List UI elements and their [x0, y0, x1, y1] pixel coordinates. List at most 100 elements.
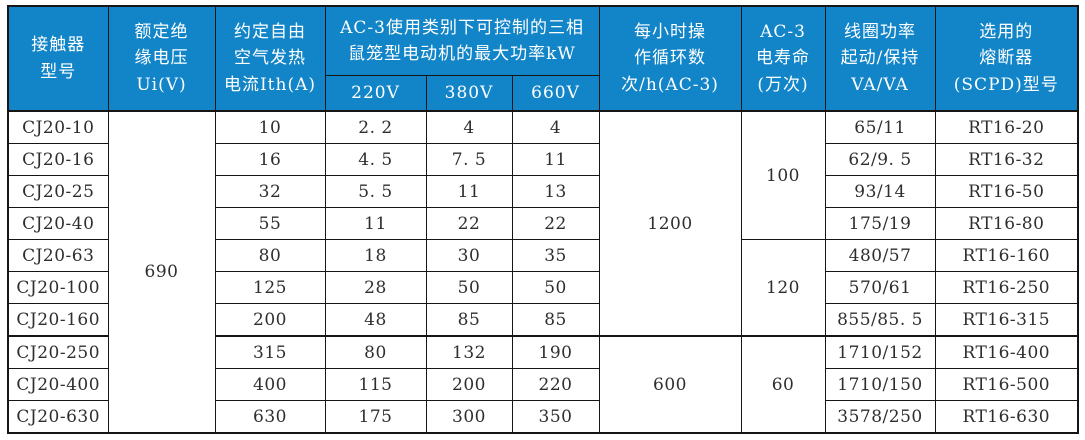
p220-cell: 18	[324, 239, 427, 272]
fuse-cell: RT16-400	[934, 335, 1079, 369]
header-cycles-line1: 每小时操	[634, 21, 707, 42]
p220-cell: 11	[324, 207, 427, 240]
ith-cell: 80	[214, 239, 326, 272]
ith-cell: 315	[214, 335, 326, 369]
p380-cell: 200	[425, 368, 513, 401]
p380-cell: 4	[425, 110, 513, 144]
header-ith-line1: 约定自由	[234, 21, 306, 42]
fuse-cell: RT16-80	[934, 207, 1079, 240]
header-power-line1: AC-3使用类别下可控制的三相	[340, 17, 584, 38]
ith-cell: 16	[214, 143, 326, 176]
table-row: CJ20-630 630 175 300 350 3578/250 RT16-6…	[7, 400, 1079, 434]
header-ui-line3: Ui(V)	[136, 74, 187, 95]
header-power-line2: 鼠笼型电动机的最大功率kW	[348, 44, 576, 64]
header-coil-line3: VA/VA	[851, 74, 909, 95]
table-row: CJ20-250 315 80 132 190 600 60 1710/152 …	[7, 335, 1079, 434]
header-cycles-line2: 作循环数	[634, 48, 707, 69]
model-cell: CJ20-250	[7, 335, 109, 369]
fuse-cell: RT16-630	[934, 400, 1079, 434]
p220-cell: 80	[324, 335, 427, 369]
table-row: CJ20-100 125 28 50 50 570/61 RT16-250	[7, 271, 1079, 304]
table-header: 接触器 型号 额定绝 缘电压 Ui(V) 约定自由 空气发热 电流Ith(A) …	[7, 5, 1079, 112]
header-fuse: 选用的 熔断器 (SCPD)型号	[934, 5, 1079, 112]
fuse-cell: RT16-315	[934, 303, 1079, 337]
p380-cell: 22	[425, 207, 513, 240]
header-ui-line1: 额定绝	[134, 21, 189, 42]
header-life-line1: AC-3	[760, 21, 806, 42]
header-fuse-line1: 选用的	[979, 21, 1034, 42]
model-cell: CJ20-160	[7, 303, 109, 337]
fuse-cell: RT16-50	[934, 175, 1079, 208]
header-380v: 380V	[425, 75, 513, 112]
p660-cell: 22	[511, 207, 600, 240]
header-model-line2: 型号	[40, 61, 77, 82]
header-ith: 约定自由 空气发热 电流Ith(A)	[214, 5, 326, 112]
model-cell: CJ20-25	[7, 175, 109, 208]
header-cycles: 每小时操 作循环数 次/h(AC-3)	[598, 5, 742, 112]
cycles-merged-cell: 1200	[598, 110, 742, 337]
table-row: CJ20-10 690 10 2. 2 4 4 1200 100 65/11 R…	[7, 110, 1079, 434]
p220-cell: 4. 5	[324, 143, 427, 176]
p660-cell: 220	[511, 368, 600, 401]
ith-cell: 32	[214, 175, 326, 208]
ith-cell: 400	[214, 368, 326, 401]
header-model-line1: 接触器	[31, 35, 86, 56]
header-ui-line2: 缘电压	[134, 48, 189, 69]
p380-cell: 11	[425, 175, 513, 208]
header-fuse-line2: 熔断器	[979, 48, 1034, 69]
table-row: CJ20-16 16 4. 5 7. 5 11 62/9. 5 RT16-32	[7, 143, 1079, 176]
table-row: CJ20-63 80 18 30 35 120 480/57 RT16-160	[7, 239, 1079, 337]
header-coil-line1: 线圈功率	[844, 21, 917, 42]
coil-cell: 570/61	[824, 271, 936, 304]
coil-cell: 1710/150	[824, 368, 936, 401]
p220-cell: 2. 2	[324, 110, 427, 144]
p660-cell: 190	[511, 335, 600, 369]
p660-cell: 13	[511, 175, 600, 208]
header-life: AC-3 电寿命 (万次)	[740, 5, 826, 112]
coil-cell: 855/85. 5	[824, 303, 936, 337]
table-row: CJ20-25 32 5. 5 11 13 93/14 RT16-50	[7, 175, 1079, 208]
p380-cell: 85	[425, 303, 513, 337]
header-fuse-line3: (SCPD)型号	[953, 74, 1059, 95]
table-row: CJ20-400 400 115 200 220 1710/150 RT16-5…	[7, 368, 1079, 401]
coil-cell: 175/19	[824, 207, 936, 240]
model-cell: CJ20-16	[7, 143, 109, 176]
header-ith-line3: 电流Ith(A)	[223, 74, 317, 95]
ith-cell: 630	[214, 400, 326, 434]
table-row: CJ20-40 55 11 22 22 175/19 RT16-80	[7, 207, 1079, 240]
life-merged-cell: 100	[740, 110, 826, 240]
p380-cell: 30	[425, 239, 513, 272]
model-cell: CJ20-630	[7, 400, 109, 434]
header-220v: 220V	[324, 75, 427, 112]
model-cell: CJ20-40	[7, 207, 109, 240]
p380-cell: 7. 5	[425, 143, 513, 176]
p220-cell: 115	[324, 368, 427, 401]
fuse-cell: RT16-32	[934, 143, 1079, 176]
header-ith-line2: 空气发热	[234, 48, 306, 69]
ith-cell: 125	[214, 271, 326, 304]
model-cell: CJ20-63	[7, 239, 109, 272]
header-ui: 额定绝 缘电压 Ui(V)	[107, 5, 216, 112]
p660-cell: 35	[511, 239, 600, 272]
p380-cell: 300	[425, 400, 513, 434]
p220-cell: 5. 5	[324, 175, 427, 208]
header-model: 接触器 型号	[7, 5, 109, 112]
fuse-cell: RT16-160	[934, 239, 1079, 272]
table-row: CJ20-160 200 48 85 85 855/85. 5 RT16-315	[7, 303, 1079, 337]
p380-cell: 50	[425, 271, 513, 304]
ui-merged-cell: 690	[107, 110, 216, 434]
p660-cell: 4	[511, 110, 600, 144]
fuse-cell: RT16-500	[934, 368, 1079, 401]
fuse-cell: RT16-250	[934, 271, 1079, 304]
p660-cell: 85	[511, 303, 600, 337]
header-life-line3: (万次)	[757, 74, 809, 95]
table-body: CJ20-10 690 10 2. 2 4 4 1200 100 65/11 R…	[7, 110, 1079, 434]
coil-cell: 62/9. 5	[824, 143, 936, 176]
coil-cell: 480/57	[824, 239, 936, 272]
ith-cell: 200	[214, 303, 326, 337]
life-merged-cell: 120	[740, 239, 826, 337]
fuse-cell: RT16-20	[934, 110, 1079, 144]
model-cell: CJ20-400	[7, 368, 109, 401]
ith-cell: 10	[214, 110, 326, 144]
